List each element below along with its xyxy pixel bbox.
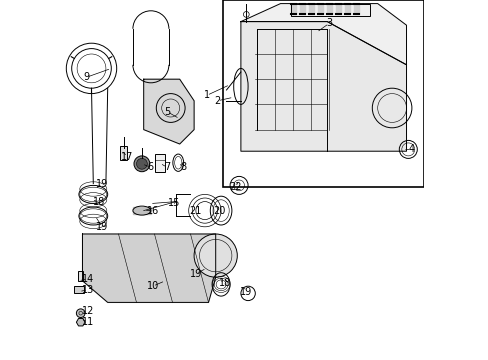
Polygon shape	[291, 4, 295, 14]
Text: 8: 8	[180, 162, 186, 172]
Bar	[73, 286, 84, 293]
Polygon shape	[345, 4, 349, 14]
Text: 5: 5	[163, 107, 170, 117]
Text: 11: 11	[81, 317, 94, 327]
Text: 19: 19	[189, 269, 202, 279]
Bar	[291, 4, 370, 16]
Text: 15: 15	[168, 198, 180, 208]
Text: 22: 22	[229, 182, 241, 192]
Text: 7: 7	[163, 162, 170, 172]
Text: 3: 3	[325, 18, 331, 28]
Polygon shape	[241, 22, 406, 151]
Polygon shape	[241, 4, 406, 65]
Text: 20: 20	[213, 206, 225, 216]
Circle shape	[134, 156, 149, 172]
Text: 14: 14	[81, 274, 94, 284]
Text: 18: 18	[92, 197, 104, 207]
Text: 19: 19	[240, 287, 252, 297]
Polygon shape	[76, 319, 85, 326]
Text: 17: 17	[121, 152, 133, 162]
Polygon shape	[326, 4, 331, 14]
Polygon shape	[309, 4, 313, 14]
Text: 1: 1	[203, 90, 209, 100]
Circle shape	[194, 234, 237, 277]
Polygon shape	[300, 4, 304, 14]
Circle shape	[76, 309, 85, 318]
Text: 18: 18	[218, 278, 230, 288]
Polygon shape	[143, 79, 194, 144]
Text: 9: 9	[83, 72, 89, 82]
Text: 4: 4	[408, 144, 414, 154]
Text: 10: 10	[146, 281, 159, 291]
Bar	[155, 154, 165, 172]
Bar	[120, 146, 127, 160]
Text: 16: 16	[146, 206, 159, 216]
Text: 21: 21	[189, 206, 202, 216]
Text: 2: 2	[214, 96, 220, 106]
Text: 19: 19	[96, 179, 108, 189]
Polygon shape	[82, 234, 215, 302]
Polygon shape	[354, 4, 358, 14]
Text: 6: 6	[147, 162, 154, 172]
Text: 12: 12	[81, 306, 94, 316]
Text: 13: 13	[81, 285, 94, 295]
Polygon shape	[318, 4, 322, 14]
Text: 19: 19	[96, 222, 108, 232]
Circle shape	[136, 158, 147, 169]
Polygon shape	[133, 207, 151, 214]
Polygon shape	[336, 4, 340, 14]
Bar	[78, 271, 83, 281]
